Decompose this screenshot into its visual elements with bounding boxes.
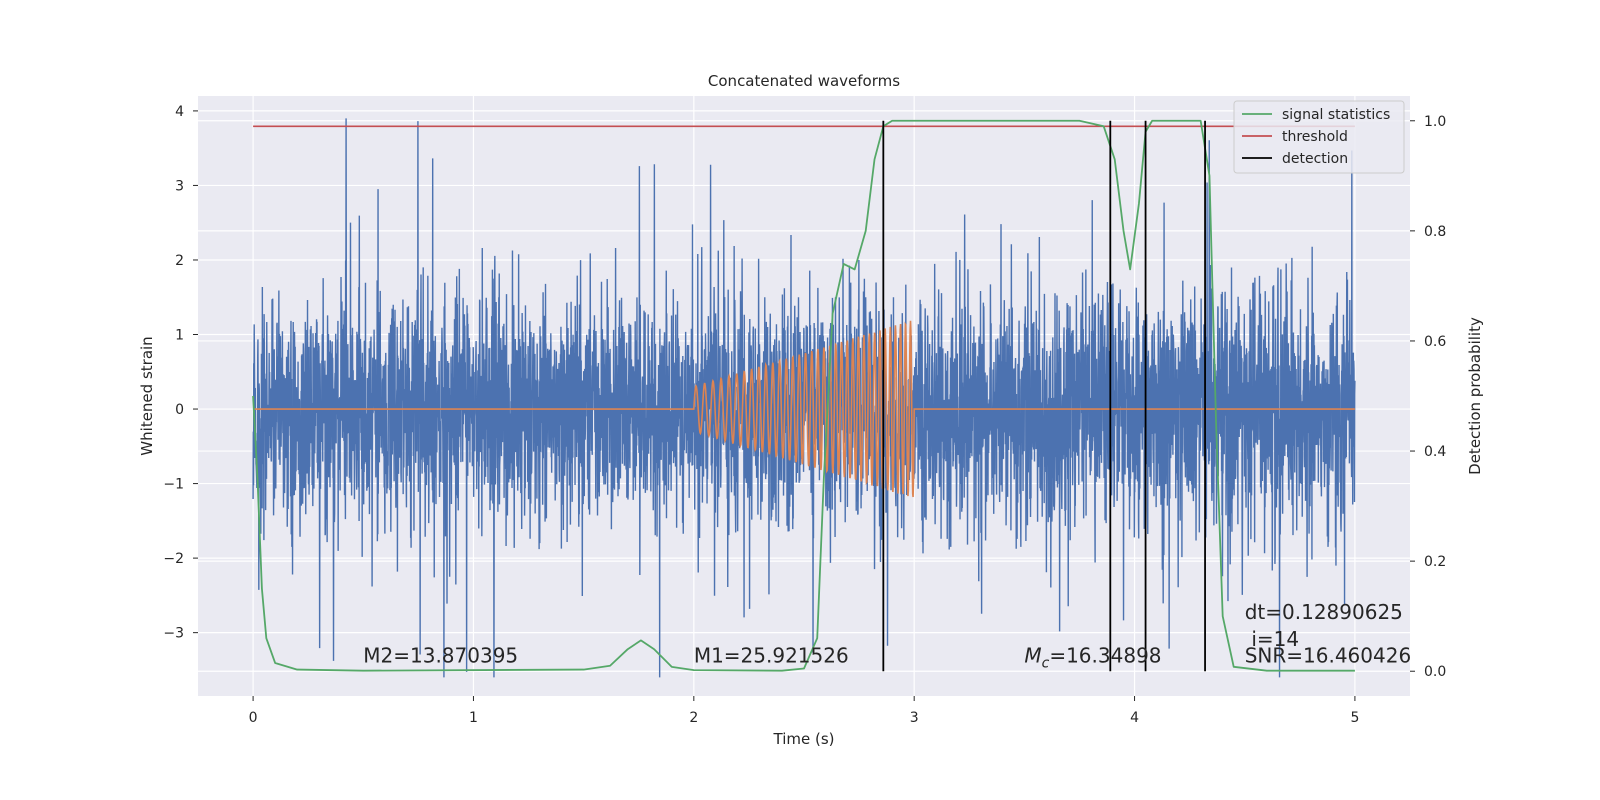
y-tick-label-left: 4 xyxy=(175,104,184,120)
x-tick-label: 3 xyxy=(910,710,919,726)
x-tick-label: 1 xyxy=(469,710,478,726)
x-axis-label: Time (s) xyxy=(773,730,835,748)
x-tick-label: 4 xyxy=(1130,710,1139,726)
y-tick-label-right: 0.2 xyxy=(1424,554,1446,570)
y-axis-label-right: Detection probability xyxy=(1466,317,1484,475)
legend-label: threshold xyxy=(1282,129,1348,145)
y-tick-label-left: −1 xyxy=(163,477,184,493)
y-tick-label-left: 1 xyxy=(175,328,184,344)
annotation-text: i=14 xyxy=(1251,627,1299,651)
y-tick-label-left: −3 xyxy=(163,626,184,642)
y-tick-label-right: 0.6 xyxy=(1424,334,1446,350)
annotation-text: M2=13.870395 xyxy=(363,643,518,667)
y-tick-label-right: 1.0 xyxy=(1424,114,1446,130)
legend: signal statistics threshold detection xyxy=(1233,100,1405,174)
y-tick-label-right: 0.4 xyxy=(1424,444,1446,460)
x-tick-label: 2 xyxy=(689,710,698,726)
y-tick-label-right: 0.0 xyxy=(1424,664,1446,680)
x-tick-label: 0 xyxy=(249,710,258,726)
legend-label: signal statistics xyxy=(1282,107,1390,123)
annotation-text: dt=0.12890625 xyxy=(1245,600,1403,624)
series-strain-noise xyxy=(252,118,1356,678)
annotation-text: Mc=16.34898 xyxy=(1024,643,1161,671)
ticks: 0 1 2 3 4 5 −3 −2 −1 0 1 2 3 4 0.0 0.2 0.4 0.6 0.8 1.0 xyxy=(163,104,1446,726)
y-tick-label-left: 0 xyxy=(175,402,184,418)
y-tick-label-left: −2 xyxy=(163,551,184,567)
legend-box xyxy=(1233,100,1405,174)
x-tick-label: 5 xyxy=(1350,710,1359,726)
series-group xyxy=(252,118,1356,678)
y-axis-label-left: Whitened strain xyxy=(138,336,156,455)
legend-label: detection xyxy=(1282,151,1348,167)
series-signal-statistics xyxy=(252,119,1355,672)
series-template-waveform xyxy=(253,320,1355,498)
chart-title: Concatenated waveforms xyxy=(708,72,900,90)
y-tick-label-right: 0.8 xyxy=(1424,224,1446,240)
annotation-text: SNR=16.460426 xyxy=(1245,643,1411,667)
annotation-text: M1=25.921526 xyxy=(694,643,849,667)
y-tick-label-left: 2 xyxy=(175,253,184,269)
annotations: M2=13.870395 M1=25.921526 Mc=16.34898 dt=0.… xyxy=(363,600,1411,671)
series-layer xyxy=(252,118,1356,678)
y-tick-label-left: 3 xyxy=(175,178,184,194)
